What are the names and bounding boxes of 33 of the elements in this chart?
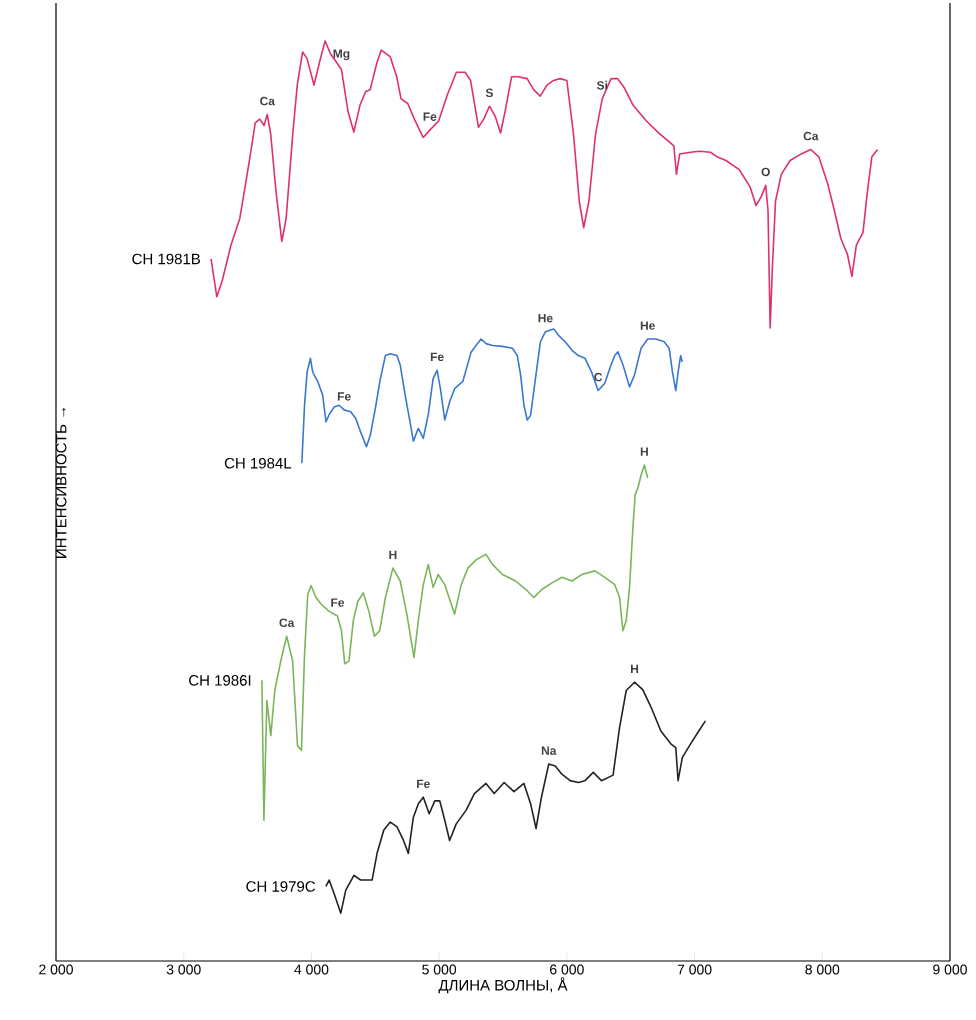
x-tick-label: 4 000 [294,964,329,975]
annotation: H [640,447,648,456]
annotation: Fe [423,112,437,121]
x-tick-label: 2 000 [39,964,73,975]
annotation: Fe [417,779,430,789]
y-axis-title: ИНТЕНСИВНОСТЬ → [55,407,67,558]
annotation: Na [541,746,557,755]
x-tick-label: 3 000 [166,964,201,975]
annotation: He [640,321,655,330]
annotation: C [594,372,603,382]
annotation: Si [596,80,608,90]
series-label: СН 1986I [189,675,251,686]
annotation: Fe [337,392,351,401]
annotation: S [485,88,493,98]
annotation: Ca [803,131,819,141]
series-label: СН 1984L [224,457,292,469]
series-label: СН 1981B [132,253,201,265]
x-tick-label: 8 000 [805,964,840,975]
x-tick-label: 7 000 [677,964,712,975]
series-label: СН 1979C [246,881,316,892]
annotation: Fe [331,598,345,607]
x-tick-label: 9 000 [933,964,967,975]
annotation: He [538,314,553,323]
annotation: H [389,550,397,559]
annotation: Ca [260,96,275,106]
x-tick-label: 6 000 [550,964,584,975]
annotation: Mg [333,49,350,61]
annotation: H [631,664,639,674]
annotation: Fe [430,352,444,362]
x-axis-title: ДЛИНА ВОЛНЫ, Å [438,977,568,994]
annotation: Ca [279,618,295,627]
x-tick-label: 5 000 [422,964,457,975]
annotation: O [761,167,770,177]
